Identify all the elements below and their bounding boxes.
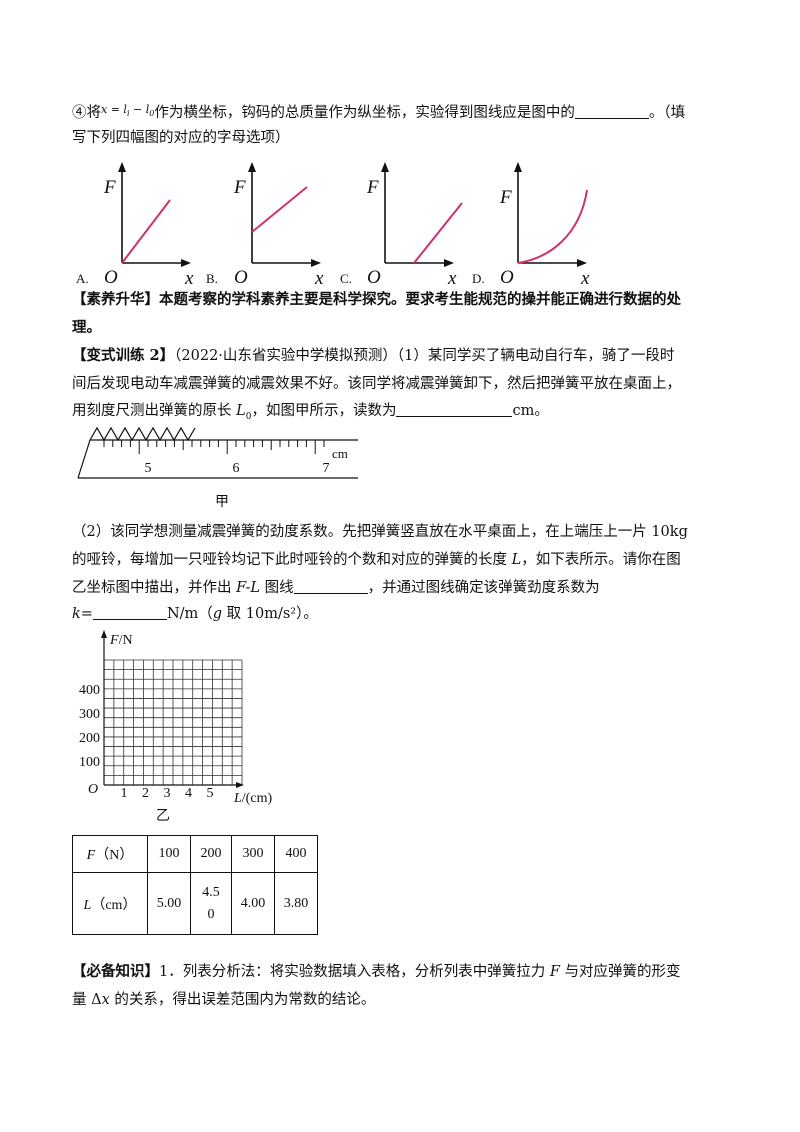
table-cell: L（cm） bbox=[72, 872, 148, 935]
origin-label: O bbox=[234, 267, 248, 288]
graph-x-tick: 4 bbox=[185, 786, 192, 801]
bianshi-line2: 间后发现电动车减震弹簧的减震效果不好。该同学将减震弹簧卸下，然后把弹簧平放在桌面… bbox=[72, 376, 681, 392]
graph-y-tick: 200 bbox=[79, 731, 100, 746]
option-graphs: F O x A. F O x B. F O x C. F O x D. bbox=[76, 162, 590, 289]
part2-line3: 乙坐标图中描出，并作出 F-L 图线 ，并通过图线确定该弹簧劲度系数为 bbox=[72, 578, 600, 596]
q4-formula: x = li − l0 bbox=[101, 103, 155, 119]
ruler-tick-5: 5 bbox=[145, 461, 152, 476]
origin-label: O bbox=[104, 267, 118, 288]
x-axis-label: x bbox=[314, 268, 324, 289]
suyang-line1: 【素养升华】本题考察的学科素养主要是科学探究。要求考生能规范的操并能正确进行数据… bbox=[72, 291, 681, 308]
graph-x-tick: 2 bbox=[142, 786, 149, 801]
q4-line2: 写下列四幅图的对应的字母选项） bbox=[72, 130, 290, 146]
y-axis-label: F bbox=[499, 187, 512, 208]
option-graph-c: F O x C. bbox=[340, 162, 463, 289]
graph-y-label: F/N bbox=[109, 633, 133, 648]
graph-x-tick: 3 bbox=[164, 786, 171, 801]
table-cell: 100 bbox=[147, 835, 191, 873]
table-cell: 4.00 bbox=[231, 872, 275, 935]
part2-line2: 的哑铃，每增加一只哑铃均记下此时哑铃的个数和对应的弹簧的长度 L，如下表所示。请… bbox=[72, 552, 681, 568]
x-axis-label: x bbox=[580, 268, 590, 289]
origin-label: O bbox=[367, 267, 381, 288]
graph-origin: O bbox=[88, 782, 98, 797]
answer-blank-q4[interactable] bbox=[574, 103, 649, 119]
bibei-line1: 【必备知识】1．列表分析法：将实验数据填入表格，分析列表中弹簧拉力 F 与对应弹… bbox=[72, 963, 681, 980]
graph-y-tick: 300 bbox=[79, 707, 100, 722]
graph-caption: 乙 bbox=[156, 808, 170, 824]
answer-blank-k[interactable] bbox=[92, 604, 167, 620]
origin-label: O bbox=[500, 267, 514, 288]
ruler-tick-6: 6 bbox=[233, 461, 240, 476]
option-curve bbox=[121, 199, 171, 264]
option-graph-b: F O x B. bbox=[206, 162, 324, 289]
table-row: F（N） 100 200 300 400 bbox=[72, 835, 318, 873]
ruler-caption: 甲 bbox=[215, 494, 229, 510]
table-cell: 400 bbox=[274, 835, 318, 873]
x-axis-label: x bbox=[447, 268, 457, 289]
y-axis-label: F bbox=[366, 177, 379, 198]
option-letter: C. bbox=[340, 271, 352, 286]
option-curve bbox=[517, 189, 588, 264]
graph-yi: F/N L/(cm) O 100 200 300 400 1 2 3 4 5 乙 bbox=[79, 630, 272, 824]
graph-x-label: L/(cm) bbox=[233, 791, 272, 806]
x-axis-label: x bbox=[184, 268, 194, 289]
option-letter: A. bbox=[76, 271, 89, 286]
bianshi-line1: 【变式训练 2】（2022·山东省实验中学模拟预测）（1）某同学买了辆电动自行车… bbox=[72, 347, 675, 364]
option-letter: D. bbox=[472, 271, 485, 286]
table-cell: 200 bbox=[190, 835, 232, 873]
table-row: L（cm） 5.00 4.5 0 4.00 3.80 bbox=[72, 872, 318, 935]
table-cell: 5.00 bbox=[147, 872, 191, 935]
part2-line1: （2）该同学想测量减震弹簧的劲度系数。先把弹簧竖直放在水平桌面上，在上端压上一片… bbox=[72, 524, 688, 540]
answer-blank-graph[interactable] bbox=[293, 578, 368, 594]
option-curve bbox=[413, 202, 463, 264]
graph-x-tick: 5 bbox=[207, 786, 214, 801]
graph-x-tick: 1 bbox=[121, 786, 128, 801]
table-cell: 300 bbox=[231, 835, 275, 873]
ruler-tick-7: 7 bbox=[323, 461, 330, 476]
table-cell: F（N） bbox=[72, 835, 148, 873]
option-curve bbox=[251, 186, 308, 233]
bibei-line2: 量 Δx 的关系，得出误差范围内为常数的结论。 bbox=[72, 992, 376, 1008]
data-table: F（N） 100 200 300 400 L（cm） 5.00 4.5 0 4.0… bbox=[72, 835, 318, 935]
answer-blank-length[interactable] bbox=[396, 401, 513, 417]
table-cell: 4.5 0 bbox=[190, 872, 232, 935]
graph-y-tick: 400 bbox=[79, 683, 100, 698]
option-letter: B. bbox=[206, 271, 218, 286]
bianshi-line3: 用刻度尺测出弹簧的原长 L0，如图甲所示，读数为 cm。 bbox=[72, 401, 549, 422]
suyang-line2: 理。 bbox=[72, 319, 101, 336]
option-graph-a: F O x A. bbox=[76, 162, 194, 289]
ruler-figure: 5 6 7 cm 甲 bbox=[77, 426, 358, 510]
table-cell: 3.80 bbox=[274, 872, 318, 935]
y-axis-label: F bbox=[233, 177, 246, 198]
option-graph-d: F O x D. bbox=[472, 162, 590, 289]
graph-y-tick: 100 bbox=[79, 755, 100, 770]
part2-line4: k= N/m（g 取 10m/s²）。 bbox=[72, 604, 318, 622]
q4-line1: ④将x = li − l0作为横坐标，钩码的总质量作为纵坐标，实验得到图线应是图… bbox=[72, 103, 686, 121]
ruler-unit: cm bbox=[332, 446, 348, 461]
spring bbox=[89, 426, 196, 442]
y-axis-label: F bbox=[103, 177, 116, 198]
